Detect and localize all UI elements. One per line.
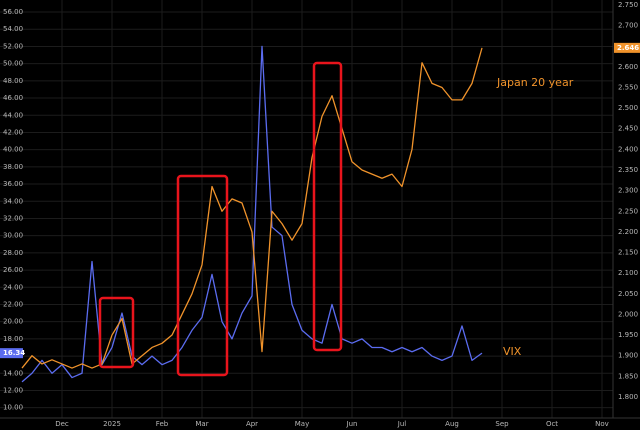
- series-line: [21, 45, 483, 383]
- y-tick-label: 22.00: [3, 300, 23, 308]
- x-tick-label: 2025: [103, 420, 121, 428]
- y-tick-label: 54.00: [3, 25, 23, 33]
- x-tick-label: Dec: [55, 420, 69, 428]
- y-tick-label: 56.00: [3, 8, 23, 16]
- y2-tick-label: 2.450: [618, 125, 638, 133]
- y2-tick-label: 1.900: [618, 352, 638, 360]
- y-tick-label: 14.00: [3, 369, 23, 377]
- x-tick-label: Jul: [397, 420, 407, 428]
- y-tick-label: 26.00: [3, 266, 23, 274]
- y2-tick-label: 2.500: [618, 104, 638, 112]
- y-tick-label: 42.00: [3, 128, 23, 136]
- y2-tick-label: 2.200: [618, 228, 638, 236]
- y-tick-label: 52.00: [3, 42, 23, 50]
- x-tick-label: May: [295, 420, 309, 428]
- series-line: [21, 47, 483, 369]
- grid: [0, 0, 613, 418]
- y-tick-label: 44.00: [3, 111, 23, 119]
- y-tick-label: 28.00: [3, 249, 23, 257]
- highlight-box: [176, 174, 229, 377]
- y2-tick-label: 2.100: [618, 269, 638, 277]
- y2-tick-label: 1.800: [618, 393, 638, 401]
- y2-tick-label: 2.400: [618, 145, 638, 153]
- x-tick-label: Aug: [445, 420, 459, 428]
- x-tick-label: Jun: [346, 420, 358, 428]
- highlight-box: [98, 296, 135, 369]
- y-tick-label: 48.00: [3, 77, 23, 85]
- y-tick-label: 34.00: [3, 197, 23, 205]
- highlight-box: [312, 61, 343, 352]
- y2-tick-label: 2.600: [618, 63, 638, 71]
- y-tick-label: 46.00: [3, 94, 23, 102]
- series-label: VIX: [503, 345, 522, 358]
- value-label: 2.646: [617, 44, 639, 52]
- y2-tick-label: 2.700: [618, 22, 638, 30]
- series-label: Japan 20 year: [496, 76, 574, 89]
- y-tick-label: 20.00: [3, 318, 23, 326]
- x-tick-label: Feb: [156, 420, 169, 428]
- x-tick-label: Sep: [495, 420, 509, 428]
- value-tag: [614, 42, 640, 53]
- x-tick-label: Oct: [546, 420, 558, 428]
- y-tick-label: 38.00: [3, 163, 23, 171]
- y-tick-label: 36.00: [3, 180, 23, 188]
- y2-tick-label: 2.050: [618, 290, 638, 298]
- x-tick-label: Mar: [195, 420, 208, 428]
- y2-tick-label: 2.300: [618, 187, 638, 195]
- y-tick-label: 30.00: [3, 232, 23, 240]
- y2-tick-label: 2.150: [618, 249, 638, 257]
- y2-tick-label: 1.950: [618, 331, 638, 339]
- y2-tick-label: 2.750: [618, 1, 638, 9]
- value-label: 16.34: [3, 349, 25, 357]
- y2-tick-label: 2.550: [618, 83, 638, 91]
- y-tick-label: 40.00: [3, 146, 23, 154]
- y2-tick-label: 2.350: [618, 166, 638, 174]
- y-tick-label: 32.00: [3, 214, 23, 222]
- y2-tick-label: 1.850: [618, 372, 638, 380]
- value-tag: [0, 348, 23, 359]
- y-tick-label: 50.00: [3, 60, 23, 68]
- lines: [21, 45, 483, 383]
- x-tick-label: Nov: [595, 420, 609, 428]
- x-tick-label: Apr: [246, 420, 258, 428]
- y2-tick-label: 2.250: [618, 207, 638, 215]
- y-tick-label: 18.00: [3, 335, 23, 343]
- y2-tick-label: 2.000: [618, 310, 638, 318]
- y-tick-label: 24.00: [3, 283, 23, 291]
- y-tick-label: 12.00: [3, 386, 23, 394]
- y-tick-label: 10.00: [3, 404, 23, 412]
